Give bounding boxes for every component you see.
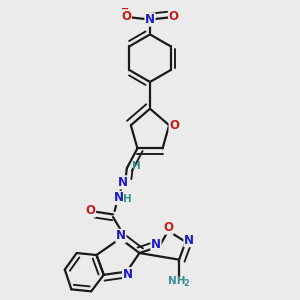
Text: 2: 2 xyxy=(183,279,189,288)
Text: O: O xyxy=(85,204,96,217)
Text: O: O xyxy=(163,221,173,234)
Text: O: O xyxy=(169,10,179,23)
Text: −: − xyxy=(121,4,129,14)
Text: N: N xyxy=(151,238,161,251)
Text: N: N xyxy=(118,176,128,189)
Text: NH: NH xyxy=(168,276,185,286)
Text: O: O xyxy=(169,119,179,132)
Text: N: N xyxy=(114,191,124,204)
Text: N: N xyxy=(145,13,155,26)
Text: H: H xyxy=(132,160,140,170)
Text: N: N xyxy=(184,234,194,247)
Text: O: O xyxy=(121,10,131,23)
Text: N: N xyxy=(122,268,133,281)
Text: H: H xyxy=(124,194,132,203)
Text: N: N xyxy=(116,230,126,242)
